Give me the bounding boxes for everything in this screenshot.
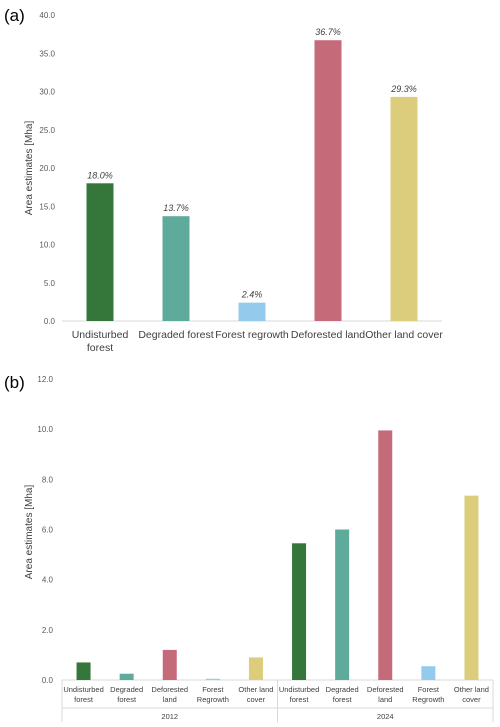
x-tick-label: Undisturbed (63, 685, 103, 694)
y-tick-label: 10.0 (39, 241, 55, 250)
data-label: 2.4% (241, 290, 263, 300)
y-tick-label: 10.0 (37, 425, 53, 434)
x-tick-label: Forest (202, 685, 224, 694)
bar (205, 678, 220, 680)
bar (390, 96, 418, 321)
x-tick-label: Deforested (367, 685, 404, 694)
chart-a: 0.0 5.0 10.0 15.0 20.0 25.0 30.0 35.0 40.0 Area e… (24, 11, 443, 354)
bar (314, 40, 342, 322)
y-tick-label: 5.0 (44, 279, 56, 288)
x-tick-label: forest (290, 695, 310, 704)
y-tick-label: 25.0 (39, 126, 55, 135)
y-tick-label: 30.0 (39, 88, 55, 97)
y-tick-label: 0.0 (44, 317, 56, 326)
group-label: 2024 (377, 712, 394, 721)
data-label: 18.0% (87, 170, 113, 180)
data-label: 13.7% (163, 203, 189, 213)
x-tick-label: Regrowth (197, 695, 229, 704)
y-axis-label: Area estimates [Mha] (24, 121, 35, 216)
x-tick-label: forest (333, 695, 353, 704)
x-tick-label: Other land (454, 685, 489, 694)
y-tick-label: 40.0 (39, 11, 55, 20)
bar (162, 649, 177, 680)
x-tick-label: Undisturbed (72, 329, 129, 341)
bar (335, 529, 350, 680)
y-tick-label: 15.0 (39, 202, 55, 211)
x-tick-label: cover (247, 695, 266, 704)
x-tick-label: cover (462, 695, 481, 704)
bar (292, 543, 307, 680)
data-label: 29.3% (390, 84, 417, 94)
y-tick-label: 0.0 (42, 676, 54, 685)
x-tick-label: Undisturbed (279, 685, 319, 694)
x-tick-label: forest (87, 342, 113, 354)
x-tick-label: Degraded (326, 685, 359, 694)
bar (378, 430, 393, 680)
y-tick-label: 4.0 (42, 576, 54, 585)
x-tick-label: Forest regrowth (215, 329, 289, 341)
bar (86, 183, 114, 321)
y-tick-label: 35.0 (39, 49, 55, 58)
x-tick-label: Degraded (110, 685, 143, 694)
x-tick-label: Other land (238, 685, 273, 694)
panel-label-b: (b) (4, 373, 25, 392)
y-tick-label: 20.0 (39, 164, 55, 173)
x-tick-label: Deforested (151, 685, 188, 694)
x-tick-label: Deforested land (291, 329, 365, 341)
x-tick-label: forest (74, 695, 94, 704)
x-tick-label: Regrowth (412, 695, 444, 704)
bar (421, 666, 436, 680)
bar (162, 216, 190, 321)
x-tick-label: Degraded forest (138, 329, 213, 341)
bar (119, 673, 134, 680)
y-axis-label: Area estimates [Mha] (24, 485, 35, 580)
bar (248, 657, 263, 680)
panel-label-a: (a) (4, 6, 25, 25)
data-label: 36.7% (315, 27, 341, 37)
y-tick-label: 2.0 (42, 626, 54, 635)
x-tick-label: land (163, 695, 177, 704)
bar (464, 495, 479, 680)
y-tick-label: 6.0 (42, 526, 54, 535)
group-label: 2012 (161, 712, 178, 721)
bar (238, 302, 266, 321)
x-tick-label: Other land cover (365, 329, 443, 341)
chart-b: 0.0 2.0 4.0 6.0 8.0 10.0 12.0 Area estimates [M… (24, 375, 494, 722)
x-tick-label: Forest (418, 685, 440, 694)
y-tick-label: 8.0 (42, 475, 54, 484)
bar (76, 662, 91, 680)
x-tick-label: forest (117, 695, 137, 704)
y-tick-label: 12.0 (37, 375, 53, 384)
x-tick-label: land (378, 695, 392, 704)
